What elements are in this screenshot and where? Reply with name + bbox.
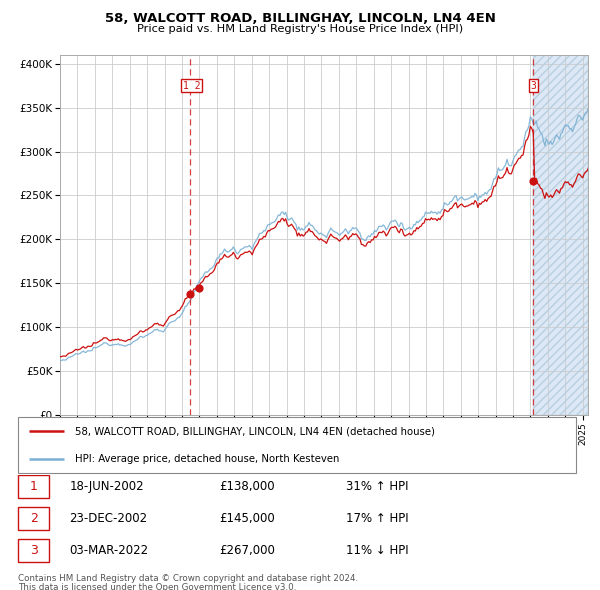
Text: 17% ↑ HPI: 17% ↑ HPI — [346, 512, 409, 525]
FancyBboxPatch shape — [18, 539, 49, 562]
Text: This data is licensed under the Open Government Licence v3.0.: This data is licensed under the Open Gov… — [18, 583, 296, 590]
Bar — [533, 55, 588, 415]
Text: 1 2: 1 2 — [183, 81, 200, 91]
Text: 2: 2 — [29, 512, 38, 525]
Bar — [533, 55, 588, 415]
Text: 03-MAR-2022: 03-MAR-2022 — [70, 545, 149, 558]
Text: 3: 3 — [530, 81, 536, 91]
Point — [194, 283, 204, 293]
Text: £145,000: £145,000 — [220, 512, 275, 525]
Text: 11% ↓ HPI: 11% ↓ HPI — [346, 545, 409, 558]
FancyBboxPatch shape — [18, 417, 577, 473]
Text: 58, WALCOTT ROAD, BILLINGHAY, LINCOLN, LN4 4EN: 58, WALCOTT ROAD, BILLINGHAY, LINCOLN, L… — [104, 12, 496, 25]
Point — [185, 289, 195, 299]
Text: Contains HM Land Registry data © Crown copyright and database right 2024.: Contains HM Land Registry data © Crown c… — [18, 574, 358, 583]
Text: 31% ↑ HPI: 31% ↑ HPI — [346, 480, 409, 493]
Text: 1: 1 — [29, 480, 38, 493]
Text: £138,000: £138,000 — [220, 480, 275, 493]
Point — [529, 176, 538, 185]
Text: HPI: Average price, detached house, North Kesteven: HPI: Average price, detached house, Nort… — [76, 454, 340, 464]
Text: 23-DEC-2002: 23-DEC-2002 — [70, 512, 148, 525]
Text: 58, WALCOTT ROAD, BILLINGHAY, LINCOLN, LN4 4EN (detached house): 58, WALCOTT ROAD, BILLINGHAY, LINCOLN, L… — [76, 426, 436, 436]
Text: Price paid vs. HM Land Registry's House Price Index (HPI): Price paid vs. HM Land Registry's House … — [137, 24, 463, 34]
FancyBboxPatch shape — [18, 475, 49, 498]
Text: 3: 3 — [29, 545, 38, 558]
Text: £267,000: £267,000 — [220, 545, 275, 558]
Text: 18-JUN-2002: 18-JUN-2002 — [70, 480, 144, 493]
FancyBboxPatch shape — [18, 507, 49, 530]
